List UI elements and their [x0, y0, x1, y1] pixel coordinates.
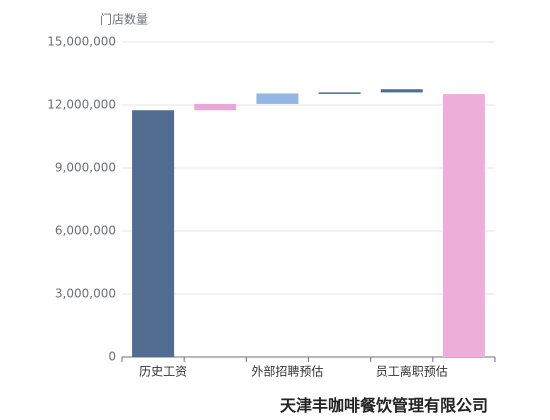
y-tick-label: 9,000,000: [55, 161, 116, 175]
y-tick-label: 3,000,000: [55, 287, 116, 301]
y-tick-label: 6,000,000: [55, 224, 116, 238]
bar: [194, 103, 237, 111]
bar: [318, 92, 361, 94]
bar: [256, 93, 299, 104]
bar: [380, 89, 423, 93]
y-axis-label: 门店数量: [100, 12, 148, 27]
chart: 门店数量 0 3,000,000 6,000,000 9,000,000 12,000,…: [47, 12, 496, 379]
y-tick-label: 0: [108, 350, 116, 364]
footer: 天津丰咖啡餐饮管理有限公司: [279, 396, 488, 415]
x-tick-label: 历史工资: [139, 365, 187, 379]
bar: [132, 110, 175, 357]
y-tick-label: 15,000,000: [47, 35, 116, 49]
bar: [442, 94, 485, 357]
y-tick-label: 12,000,000: [47, 98, 116, 112]
x-tick-label: 外部招聘预估: [251, 364, 323, 379]
x-tick-label: 员工离职预估: [376, 364, 448, 379]
